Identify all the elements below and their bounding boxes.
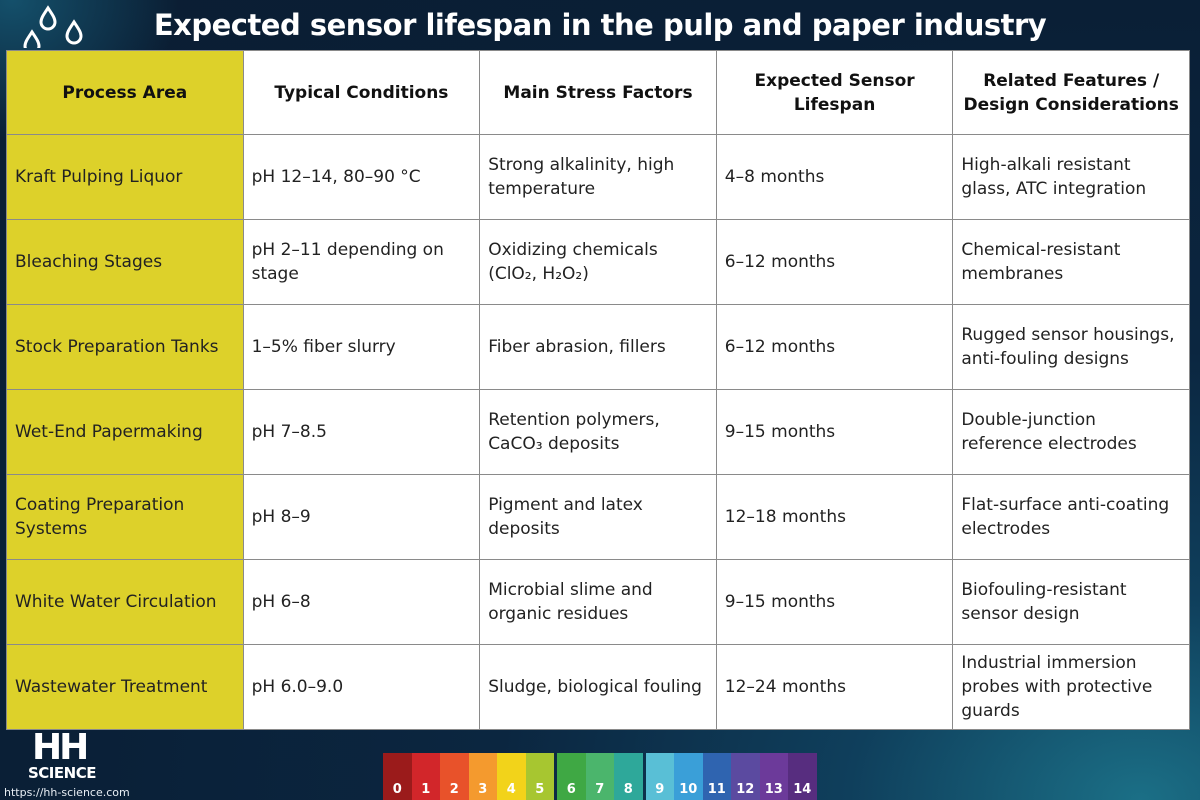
cell-design-considerations: Rugged sensor housings, anti-fouling des…	[952, 304, 1190, 390]
cell-main-stress-factors: Oxidizing chemicals (ClO₂, H₂O₂)	[479, 219, 717, 305]
ph-scale-cell: 9	[645, 753, 674, 800]
ph-scale-label: 0	[392, 782, 402, 797]
cell-expected-lifespan: 12–18 months	[715, 474, 954, 560]
cell-design-considerations: Industrial immersion probes with protect…	[952, 644, 1190, 730]
table-row: White Water Circulation pH 6–8 Microbial…	[6, 559, 1190, 645]
cell-design-considerations: Biofouling-resistant sensor design	[952, 559, 1190, 645]
column-header-process-area: Process Area	[6, 50, 244, 135]
cell-process-area: Wastewater Treatment	[6, 644, 244, 730]
cell-expected-lifespan: 6–12 months	[715, 304, 954, 390]
cell-main-stress-factors: Fiber abrasion, fillers	[479, 304, 717, 390]
ph-scale-cell: 13	[759, 753, 788, 800]
cell-process-area: Stock Preparation Tanks	[6, 304, 244, 390]
cell-expected-lifespan: 6–12 months	[715, 219, 954, 305]
cell-process-area: Kraft Pulping Liquor	[6, 134, 244, 220]
ph-scale-cell: 14	[788, 753, 817, 800]
ph-scale-label: 2	[449, 782, 459, 797]
ph-scale-cell: 2	[440, 753, 469, 800]
table-row: Stock Preparation Tanks 1–5% fiber slurr…	[6, 304, 1190, 390]
column-header-typical-conditions: Typical Conditions	[242, 50, 481, 135]
ph-scale-label: 13	[764, 782, 783, 797]
cell-process-area: Coating Preparation Systems	[6, 474, 244, 560]
cell-typical-conditions: pH 8–9	[242, 474, 481, 560]
table-row: Bleaching Stages pH 2–11 depending on st…	[6, 219, 1190, 305]
cell-main-stress-factors: Sludge, biological fouling	[479, 644, 717, 730]
cell-typical-conditions: 1–5% fiber slurry	[242, 304, 481, 390]
ph-scale-cell: 12	[731, 753, 760, 800]
ph-scale-label: 3	[478, 782, 488, 797]
column-header-main-stress-factors: Main Stress Factors	[479, 50, 717, 135]
cell-process-area: Bleaching Stages	[6, 219, 244, 305]
cell-main-stress-factors: Microbial slime and organic residues	[479, 559, 717, 645]
ph-scale-label: 1	[421, 782, 431, 797]
table-row: Coating Preparation Systems pH 8–9 Pigme…	[6, 474, 1190, 560]
logo-hh-text: HH	[32, 727, 89, 768]
column-header-expected-lifespan: Expected Sensor Lifespan	[715, 50, 954, 135]
cell-typical-conditions: pH 2–11 depending on stage	[242, 219, 481, 305]
water-drops-icon	[23, 5, 83, 48]
cell-expected-lifespan: 4–8 months	[715, 134, 954, 220]
cell-design-considerations: Double-junction reference electrodes	[952, 389, 1190, 475]
website-url: https://hh-science.com	[4, 786, 130, 799]
ph-scale-cell: 6	[557, 753, 586, 800]
ph-scale-bar: 0 1 2 3 4 5 6 7 8 9 10 11 12 13 14	[383, 753, 817, 800]
cell-main-stress-factors: Retention polymers, CaCO₃ deposits	[479, 389, 717, 475]
column-header-design-considerations: Related Features / Design Considerations	[952, 50, 1190, 135]
ph-scale-label: 6	[566, 782, 576, 797]
ph-scale-cell: 5	[525, 753, 554, 800]
ph-scale-label: 12	[736, 782, 755, 797]
cell-typical-conditions: pH 7–8.5	[242, 389, 481, 475]
cell-main-stress-factors: Pigment and latex deposits	[479, 474, 717, 560]
ph-scale-cell: 4	[497, 753, 526, 800]
cell-expected-lifespan: 9–15 months	[715, 389, 954, 475]
ph-scale-label: 9	[655, 782, 665, 797]
page-title: Expected sensor lifespan in the pulp and…	[153, 8, 1047, 42]
ph-scale-label: 10	[679, 782, 698, 797]
ph-scale-label: 11	[707, 782, 726, 797]
cell-main-stress-factors: Strong alkalinity, high temperature	[479, 134, 717, 220]
ph-scale-cell: 3	[468, 753, 497, 800]
table-row: Wastewater Treatment pH 6.0–9.0 Sludge, …	[6, 644, 1190, 730]
hh-science-logo: HH SCIENCE	[28, 727, 98, 783]
table-row: Kraft Pulping Liquor pH 12–14, 80–90 °C …	[6, 134, 1190, 220]
ph-scale-cell: 1	[411, 753, 440, 800]
ph-scale-cell: 0	[383, 753, 412, 800]
ph-scale-cell: 11	[702, 753, 731, 800]
ph-scale-cell: 10	[674, 753, 703, 800]
cell-typical-conditions: pH 12–14, 80–90 °C	[242, 134, 481, 220]
logo-science-text: SCIENCE	[28, 764, 96, 782]
table-header-row: Process Area Typical Conditions Main Str…	[6, 50, 1190, 135]
cell-typical-conditions: pH 6.0–9.0	[242, 644, 481, 730]
lifespan-table: Process Area Typical Conditions Main Str…	[6, 50, 1190, 730]
cell-design-considerations: Chemical-resistant membranes	[952, 219, 1190, 305]
ph-scale-cell: 8	[614, 753, 643, 800]
cell-expected-lifespan: 9–15 months	[715, 559, 954, 645]
cell-process-area: Wet-End Papermaking	[6, 389, 244, 475]
cell-process-area: White Water Circulation	[6, 559, 244, 645]
ph-scale-label: 7	[595, 782, 605, 797]
ph-scale-label: 8	[623, 782, 633, 797]
ph-scale-label: 5	[535, 782, 545, 797]
ph-scale-label: 14	[793, 782, 812, 797]
cell-typical-conditions: pH 6–8	[242, 559, 481, 645]
ph-scale-cell: 7	[585, 753, 614, 800]
cell-design-considerations: Flat-surface anti-coating electrodes	[952, 474, 1190, 560]
cell-design-considerations: High-alkali resistant glass, ATC integra…	[952, 134, 1190, 220]
cell-expected-lifespan: 12–24 months	[715, 644, 954, 730]
ph-scale-label: 4	[506, 782, 516, 797]
table-row: Wet-End Papermaking pH 7–8.5 Retention p…	[6, 389, 1190, 475]
